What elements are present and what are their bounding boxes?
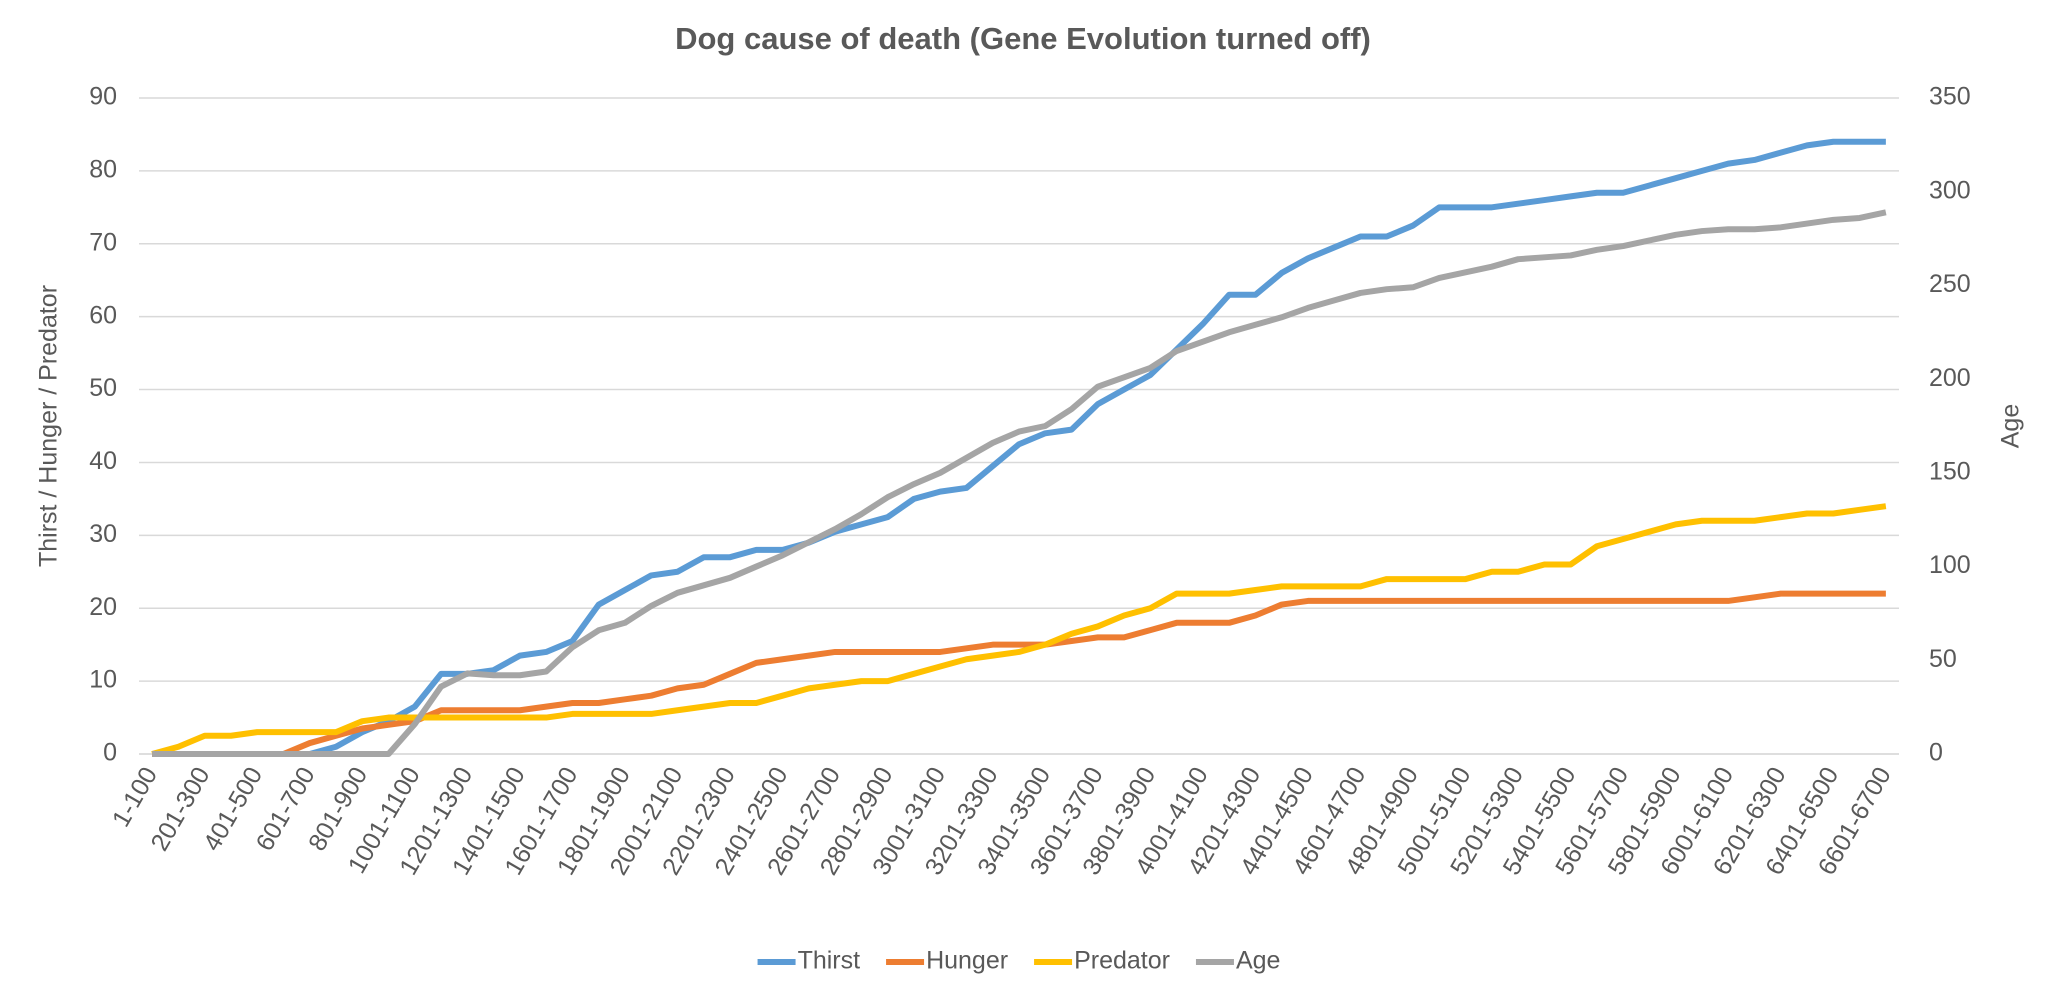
- x-tick-label: 1-100: [107, 762, 163, 831]
- y-tick-label: 40: [89, 447, 117, 475]
- y-tick-label: 10: [89, 666, 117, 694]
- y-tick-label: 0: [103, 739, 117, 767]
- y2-axis-title: Age: [1997, 404, 2025, 448]
- legend-label: Thirst: [798, 947, 861, 975]
- y-axis-title: Thirst / Hunger / Predator: [35, 285, 63, 567]
- y2-tick-label: 300: [1929, 176, 1971, 204]
- legend-label: Age: [1236, 947, 1280, 975]
- y-tick-label: 60: [89, 301, 117, 329]
- chart-title: Dog cause of death (Gene Evolution turne…: [675, 21, 1371, 56]
- y-tick-label: 30: [89, 520, 117, 548]
- y2-tick-label: 0: [1929, 739, 1943, 767]
- y-tick-label: 20: [89, 593, 117, 621]
- y2-tick-label: 200: [1929, 364, 1971, 392]
- y2-tick-label: 50: [1929, 645, 1957, 673]
- y2-tick-label: 350: [1929, 83, 1971, 111]
- y2-tick-label: 100: [1929, 551, 1971, 579]
- legend-label: Hunger: [926, 947, 1008, 975]
- series-line: [152, 209, 1887, 757]
- legend: Thirst Hunger Predator Age: [757, 947, 1280, 975]
- y-tick-label: 90: [89, 83, 117, 111]
- y-tick-label: 70: [89, 228, 117, 256]
- y-tick-label: 50: [89, 374, 117, 402]
- y-tick-label: 80: [89, 155, 117, 183]
- legend-label: Predator: [1074, 947, 1170, 975]
- series-line: [152, 590, 1886, 757]
- y2-tick-label: 150: [1929, 457, 1971, 485]
- series-line: [152, 138, 1886, 757]
- y2-tick-label: 250: [1929, 270, 1971, 298]
- series-line: [151, 503, 1887, 757]
